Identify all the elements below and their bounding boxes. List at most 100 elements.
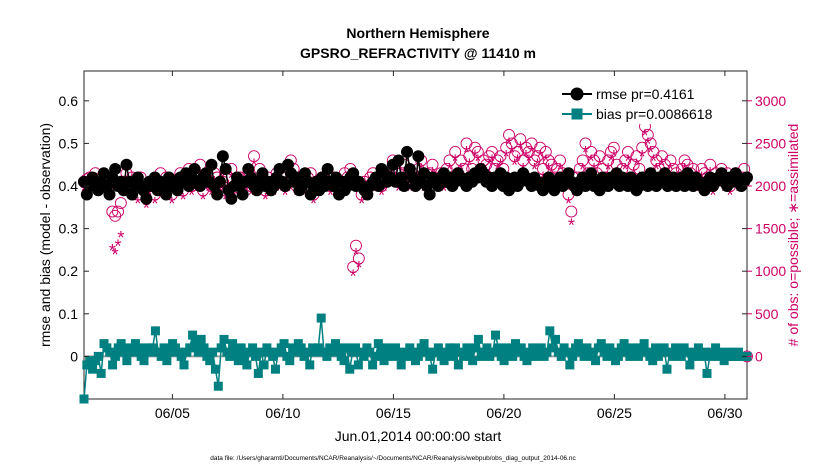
x-tick-label: 06/05: [155, 405, 190, 421]
bias-point: [659, 343, 669, 353]
obs-assimilated-point: *: [503, 147, 510, 167]
y-axis-label-left: rmse and bias (model - observation): [37, 123, 53, 347]
footer-data-file: data file: /Users/gharamti/Documents/NCA…: [210, 455, 576, 462]
y-left-tick-label: 0: [70, 348, 78, 364]
obs-assimilated-point: *: [378, 186, 385, 206]
bias-point: [219, 334, 229, 344]
bias-point: [133, 343, 143, 353]
bias-point: [482, 343, 492, 353]
obs-assimilated-point: *: [488, 151, 495, 171]
obs-assimilated-point: *: [531, 160, 538, 180]
bias-point: [188, 330, 198, 340]
obs-assimilated-point: *: [522, 147, 529, 167]
obs-assimilated-point: *: [639, 147, 646, 167]
bias-point: [693, 343, 703, 353]
y-left-tick-label: 0.3: [59, 221, 79, 237]
obs-assimilated-point: *: [517, 139, 524, 159]
bias-point: [396, 360, 406, 370]
rmse-point: [219, 162, 232, 175]
obs-possible-point: [112, 205, 124, 218]
obs-assimilated-point: *: [440, 181, 447, 201]
bias-point: [116, 339, 126, 349]
bias-point: [493, 343, 503, 353]
bias-point: [190, 339, 200, 349]
y-right-tick-label: 1000: [755, 263, 786, 279]
bias-point: [699, 347, 709, 357]
rmse-point: [171, 184, 184, 197]
rmse-point: [321, 162, 334, 175]
bias-point: [542, 347, 552, 357]
plot-area: ***** * * * * ** ** *** ** * ***** ** * * *** **** ** ***…: [78, 70, 753, 404]
obs-assimilated-point: *: [579, 160, 586, 180]
bias-point: [250, 351, 260, 361]
bias-point: [591, 356, 601, 366]
y-left-tick-label: 0.1: [59, 306, 79, 322]
bias-point: [353, 360, 363, 370]
obs-possible-point: [641, 128, 654, 141]
bias-point: [242, 360, 252, 370]
bias-point: [379, 356, 389, 366]
rmse-series: [78, 145, 753, 205]
obs-possible-point: [704, 158, 717, 171]
obs-possible-point: [607, 141, 620, 154]
bias-point: [279, 339, 289, 349]
bias-point: [196, 334, 206, 344]
rmse-point: [103, 188, 116, 201]
y-left-tick-label: 0.5: [59, 135, 79, 151]
obs-possible-point: [494, 150, 507, 163]
obs-assimilated-point: *: [542, 151, 549, 171]
rmse-point: [188, 162, 201, 175]
bias-point: [139, 356, 149, 366]
bias-point: [210, 364, 220, 374]
bias-point: [110, 351, 120, 361]
bias-point: [365, 347, 375, 357]
legend: rmse pr=0.4161 bias pr=0.0086618: [558, 78, 738, 124]
bias-point: [256, 347, 266, 357]
obs-assimilated-point: *: [406, 181, 413, 201]
obs-possible-point: [664, 154, 677, 167]
bias-point: [350, 343, 360, 353]
obs-possible-point: [644, 137, 657, 150]
obs-possible-point: [449, 145, 462, 158]
bias-point: [373, 339, 383, 349]
bias-point: [508, 351, 518, 361]
rmse-point: [741, 171, 753, 184]
chart-title-line2: GPSRO_REFRACTIVITY @ 11410 m: [300, 45, 536, 61]
rmse-point: [160, 188, 173, 201]
bias-point: [522, 356, 532, 366]
bias-point: [305, 360, 315, 370]
bias-point: [313, 343, 323, 353]
obs-assimilated-point: *: [474, 151, 481, 171]
obs-assimilated-point: *: [151, 194, 158, 214]
obs-assimilated-point: *: [508, 143, 515, 163]
rmse-point: [256, 167, 269, 180]
bias-point: [625, 351, 635, 361]
obs-assimilated-point: *: [466, 156, 473, 176]
rmse-point: [120, 158, 133, 171]
obs-possible-point: [471, 145, 484, 158]
bias-point: [702, 368, 712, 378]
bias-point: [602, 351, 612, 361]
obs-assimilated-point: *: [514, 151, 521, 171]
y-left-tick-label: 0.6: [59, 93, 79, 109]
bias-point: [491, 330, 501, 340]
bias-point: [528, 343, 538, 353]
bias-point: [536, 343, 546, 353]
obs-assimilated-point: *: [395, 181, 402, 201]
bias-point: [711, 343, 721, 353]
rmse-point: [412, 150, 425, 163]
obs-possible-point: [491, 154, 504, 167]
bias-point: [676, 351, 686, 361]
obs-assimilated-point: *: [534, 156, 541, 176]
bias-point: [648, 356, 658, 366]
bias-point: [302, 347, 312, 357]
bias-point: [199, 343, 209, 353]
bias-point: [205, 356, 215, 366]
bias-point: [390, 343, 400, 353]
bias-point: [248, 343, 258, 353]
bias-point: [376, 347, 386, 357]
obs-assimilated-point: *: [112, 245, 119, 265]
obs-assimilated-point: *: [497, 156, 504, 176]
legend-bias-label: bias pr=0.0086618: [596, 106, 713, 122]
obs-assimilated-point: *: [486, 156, 493, 176]
